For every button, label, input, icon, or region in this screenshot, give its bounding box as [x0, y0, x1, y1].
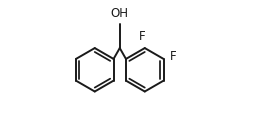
- Text: F: F: [139, 30, 146, 43]
- Text: F: F: [169, 50, 176, 63]
- Text: OH: OH: [111, 7, 129, 20]
